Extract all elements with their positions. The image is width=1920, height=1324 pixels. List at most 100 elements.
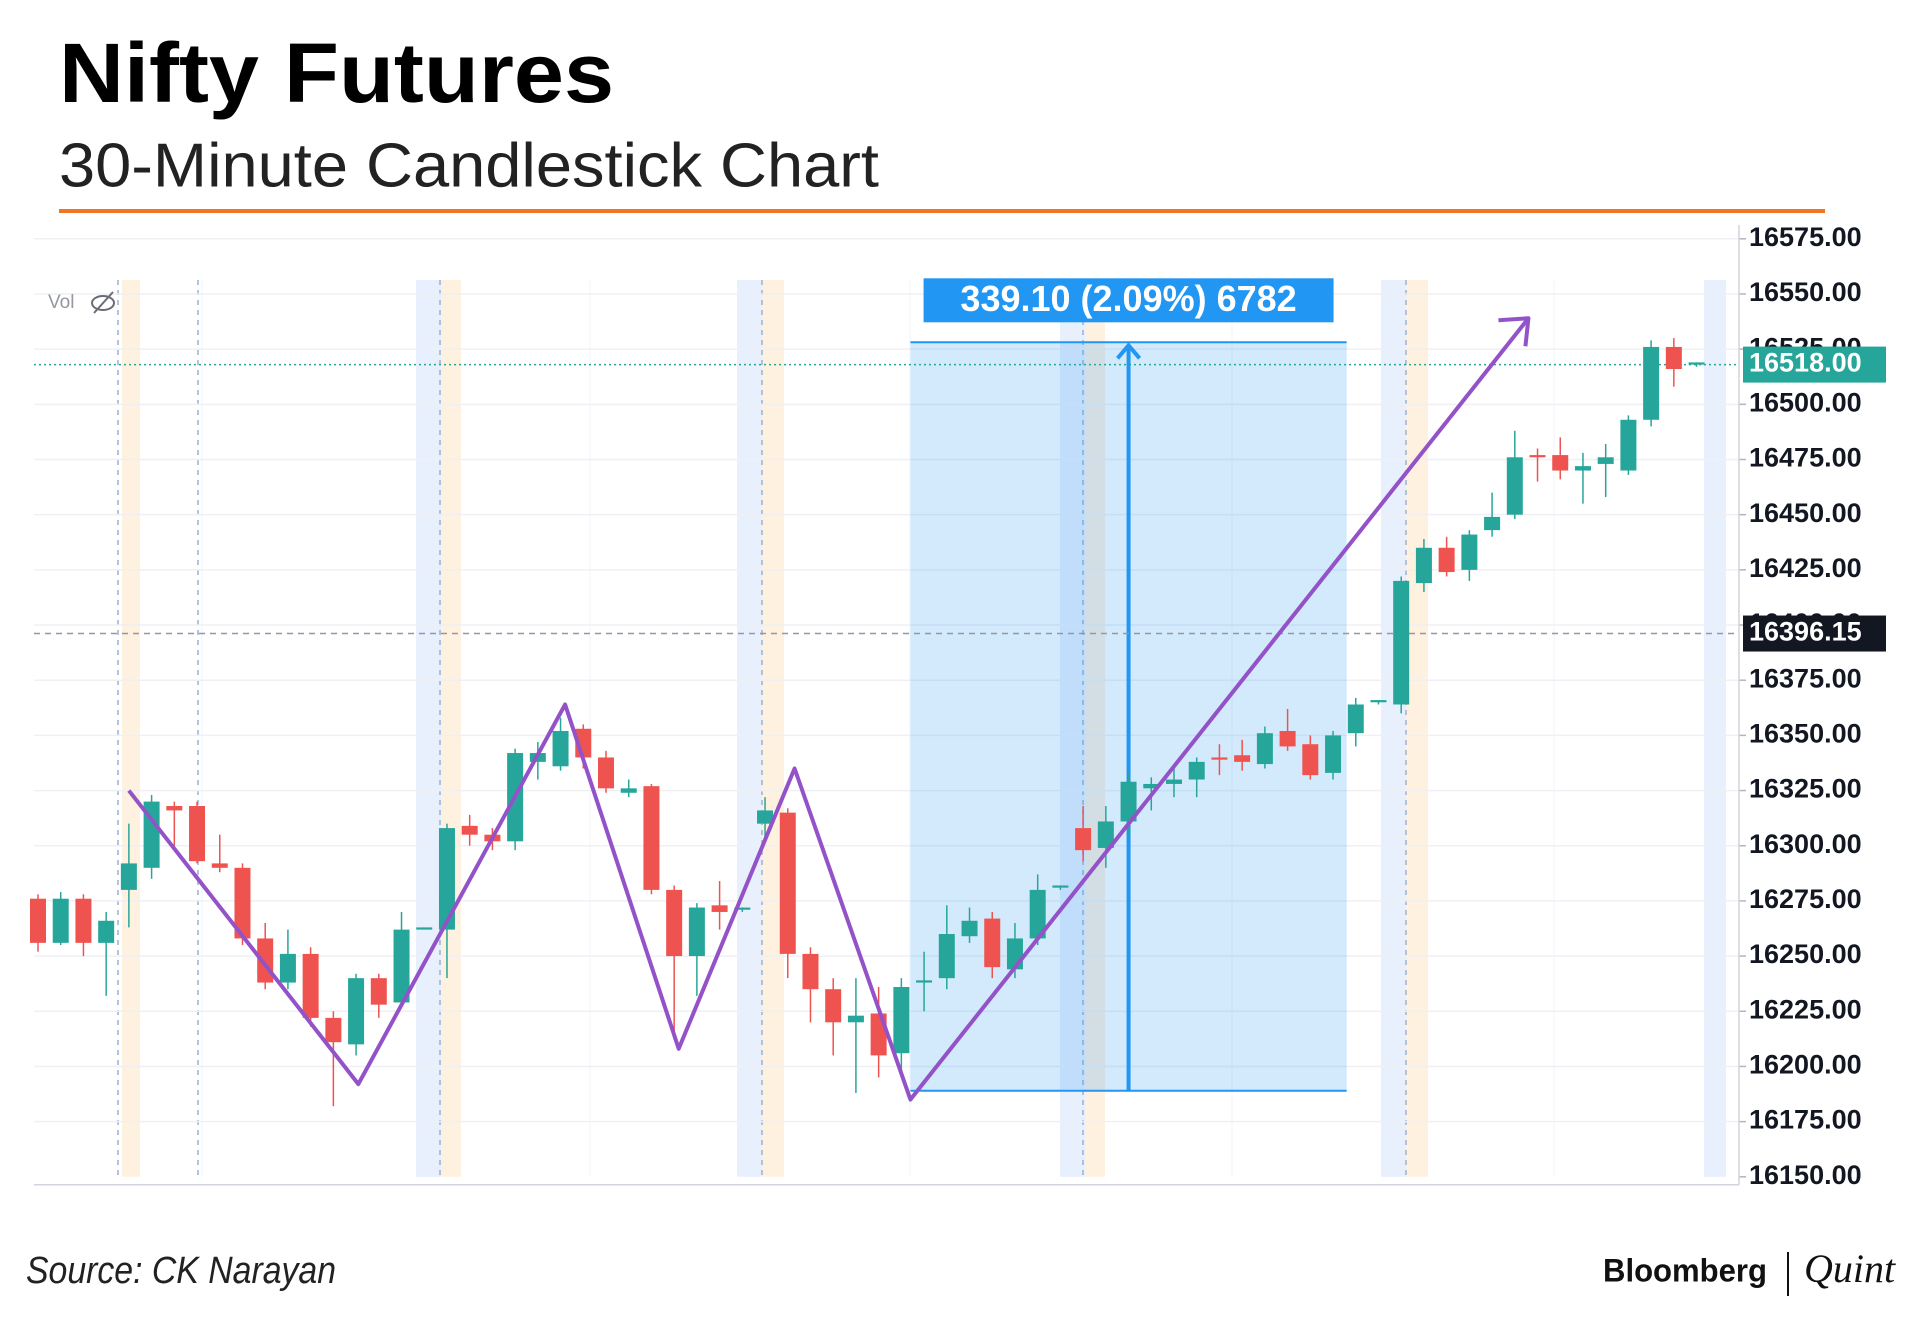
candle-body (1120, 781, 1137, 822)
candle-body (598, 757, 614, 789)
candle-body (1347, 704, 1364, 734)
session-band (1406, 280, 1428, 1177)
y-tick-label: 16225.00 (1749, 994, 1862, 1024)
candle-body (1211, 757, 1228, 760)
candle-body (1506, 457, 1523, 515)
candle-body (1256, 733, 1273, 765)
candle-body (461, 825, 478, 835)
volume-label: Vol (48, 292, 74, 313)
candle-body (1574, 466, 1591, 471)
zigzag-arrowhead (1498, 316, 1531, 347)
candle-body (416, 927, 433, 930)
candle-body (1370, 700, 1387, 703)
candle-body (620, 788, 637, 793)
candle-body (1552, 455, 1569, 471)
candle-body (370, 978, 387, 1005)
candle-body (757, 810, 774, 824)
zigzag-line (127, 317, 1531, 1102)
title-rule (59, 209, 1825, 213)
brand-bloomberg: Bloomberg (1603, 1252, 1767, 1288)
y-tick-label: 16300.00 (1749, 829, 1862, 859)
session-band (1085, 280, 1105, 1177)
candle-body (1461, 534, 1478, 570)
candle-body (234, 867, 251, 939)
candle-body (938, 934, 955, 979)
candle-body (325, 1017, 342, 1043)
candle-body (1688, 362, 1705, 365)
icon-slash (93, 291, 114, 314)
candle-body (825, 989, 842, 1023)
candle-body (1279, 730, 1296, 747)
candle-body (143, 801, 160, 868)
candle-body (1415, 547, 1432, 584)
session-band (416, 280, 441, 1177)
candle-body (1029, 889, 1046, 939)
last-price-label: 16518.00 (1749, 348, 1862, 378)
candle-body (779, 812, 796, 954)
candle-body (1143, 783, 1160, 789)
icon-eye (91, 295, 115, 311)
candle-body (1188, 761, 1205, 780)
y-tick-label: 16475.00 (1749, 443, 1862, 473)
candle-body (1075, 828, 1092, 851)
candle-body (189, 806, 206, 862)
volume-hidden-icon (91, 291, 115, 314)
candle-body (984, 918, 1001, 968)
candle-body (643, 786, 660, 890)
candle-body (711, 905, 728, 912)
candle-body (279, 953, 296, 983)
candle-body (961, 920, 978, 937)
chart-title: Nifty Futures (59, 26, 614, 120)
measure-label-box (923, 278, 1334, 323)
y-tick-label: 16550.00 (1749, 277, 1862, 307)
candle-body (802, 953, 819, 990)
candle-body (166, 806, 183, 811)
candle-body (393, 929, 410, 1003)
y-tick-label: 16150.00 (1749, 1160, 1862, 1190)
plot-area: 16150.00 16175.00 16200.00 16225.00 16250.00… (30, 222, 1886, 1190)
candle-body (120, 863, 137, 890)
candle-body (688, 907, 705, 957)
candle-body (438, 828, 455, 930)
candle-body (1052, 885, 1069, 888)
candle-body (1438, 547, 1455, 573)
session-band (1381, 280, 1406, 1177)
session-band (762, 280, 784, 1177)
measure-arrowhead (1116, 342, 1142, 360)
candle-body (52, 898, 69, 943)
candle-body (1166, 779, 1182, 784)
candle-body (1597, 457, 1614, 464)
chart-subtitle: 30-Minute Candlestick Chart (59, 131, 879, 200)
candle-body (847, 1015, 864, 1023)
measure-label: 339.10 (2.09%) 6782 (960, 278, 1296, 319)
candle-body (1097, 821, 1114, 848)
candle-body (1234, 755, 1251, 762)
session-band (1060, 280, 1085, 1177)
candle-body (98, 920, 115, 943)
candle-body (1325, 735, 1342, 773)
crosshair-label: 16396.15 (1749, 617, 1862, 647)
y-tick-label: 16275.00 (1749, 884, 1862, 914)
y-tick-label: 16450.00 (1749, 498, 1862, 528)
source: Source: CK Narayan (26, 1250, 336, 1292)
session-band (737, 280, 762, 1177)
candle-body (1620, 419, 1637, 471)
y-tick-label: 16500.00 (1749, 387, 1862, 417)
y-tick-label: 16350.00 (1749, 719, 1862, 749)
candle-body (30, 898, 46, 943)
y-tick-label: 16325.00 (1749, 774, 1862, 804)
candle-body (302, 953, 319, 1018)
candle-body (1302, 744, 1319, 776)
candle-body (1529, 455, 1546, 458)
session-band (122, 280, 140, 1177)
y-tick-label: 16175.00 (1749, 1105, 1862, 1135)
candle-body (893, 986, 910, 1054)
crosshair-box (1743, 615, 1886, 652)
candle-body (1643, 346, 1660, 420)
candle-body (211, 863, 228, 868)
y-tick-label: 16200.00 (1749, 1050, 1862, 1080)
candle-body (1484, 516, 1501, 531)
candle-body (1665, 346, 1682, 370)
